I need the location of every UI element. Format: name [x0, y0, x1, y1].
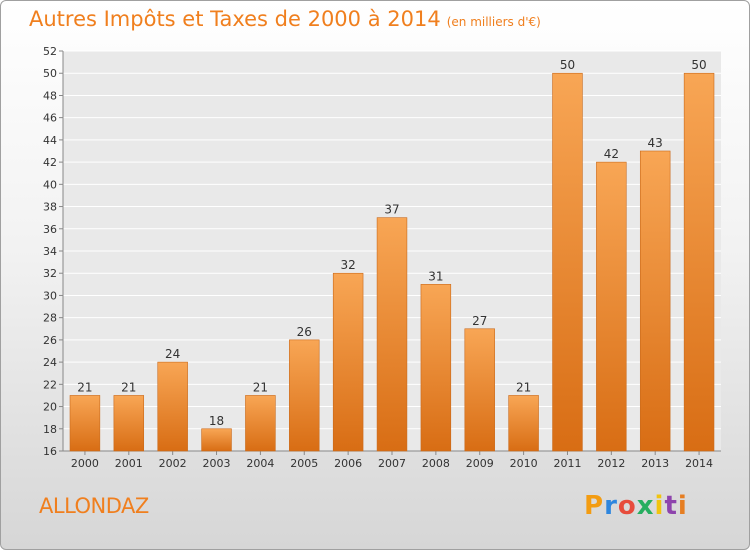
y-tick-label: 44 [43, 134, 57, 147]
x-tick-label-2005: 2005 [290, 457, 318, 470]
y-tick-label: 52 [43, 45, 57, 58]
value-label-2001: 21 [121, 380, 136, 394]
x-tick-label-2001: 2001 [115, 457, 143, 470]
y-tick-label: 42 [43, 156, 57, 169]
y-tick-label: 22 [43, 378, 57, 391]
value-label-2011: 50 [560, 58, 575, 72]
logo-letter: r [604, 491, 618, 521]
x-tick-label-2007: 2007 [378, 457, 406, 470]
logo-letter: t [664, 491, 678, 521]
y-tick-label: 16 [43, 445, 57, 458]
value-label-2008: 31 [428, 269, 443, 283]
y-tick-label: 18 [43, 423, 57, 436]
value-label-2010: 21 [516, 380, 531, 394]
x-tick-label-2011: 2011 [553, 457, 581, 470]
value-label-2004: 21 [253, 380, 268, 394]
x-tick-label-2010: 2010 [510, 457, 538, 470]
value-label-2007: 37 [384, 203, 399, 217]
logo-letter: i [654, 491, 665, 521]
y-tick-label: 34 [43, 245, 57, 258]
y-tick-label: 46 [43, 112, 57, 125]
bar-2001 [113, 395, 145, 452]
value-label-2013: 43 [648, 136, 663, 150]
logo-letter: x [636, 491, 655, 521]
bar-2000 [69, 395, 101, 452]
x-tick-label-2004: 2004 [246, 457, 274, 470]
chart-unit: (en milliers d'€) [446, 15, 541, 29]
y-tick-label: 40 [43, 178, 57, 191]
y-tick-label: 24 [43, 356, 57, 369]
x-tick-label-2013: 2013 [641, 457, 669, 470]
y-tick-label: 20 [43, 401, 57, 414]
bar-2002 [157, 361, 188, 452]
bar-2005 [289, 339, 320, 452]
bar-2012 [596, 161, 627, 452]
y-tick-label: 30 [43, 289, 57, 302]
value-label-2002: 24 [165, 347, 180, 361]
logo-letter: P [584, 491, 605, 521]
value-label-2009: 27 [472, 314, 487, 328]
x-tick-label-2002: 2002 [159, 457, 187, 470]
logo-letter: i [677, 491, 688, 521]
logo-letter: o [617, 491, 637, 521]
bar-2006 [332, 272, 364, 452]
value-label-2014: 50 [691, 58, 706, 72]
x-tick-label-2014: 2014 [685, 457, 713, 470]
value-label-2000: 21 [77, 380, 92, 394]
bar-2013 [639, 150, 671, 452]
chart-title-text: Autres Impôts et Taxes de 2000 à 2014 [29, 7, 441, 31]
bar-2008 [420, 284, 452, 452]
y-tick-label: 28 [43, 312, 57, 325]
y-tick-label: 36 [43, 223, 57, 236]
bar-2003 [201, 428, 232, 452]
x-tick-label-2003: 2003 [203, 457, 231, 470]
place-name: ALLONDAZ [39, 494, 149, 518]
x-tick-label-2000: 2000 [71, 457, 99, 470]
x-tick-label-2008: 2008 [422, 457, 450, 470]
bar-2010 [508, 395, 539, 452]
x-tick-label-2006: 2006 [334, 457, 362, 470]
chart-title: Autres Impôts et Taxes de 2000 à 2014 (en… [29, 7, 541, 31]
value-label-2012: 42 [604, 147, 619, 161]
value-label-2003: 18 [209, 414, 224, 428]
bar-2011 [552, 72, 583, 452]
bar-2007 [376, 217, 408, 452]
bar-2014 [683, 72, 715, 452]
x-tick-label-2012: 2012 [597, 457, 625, 470]
y-tick-label: 38 [43, 201, 57, 214]
x-tick-label-2009: 2009 [466, 457, 494, 470]
y-tick-label: 26 [43, 334, 57, 347]
proxiti-logo: Proxiti [584, 491, 688, 521]
y-tick-label: 32 [43, 267, 57, 280]
y-tick-label: 48 [43, 89, 57, 102]
value-label-2005: 26 [297, 325, 312, 339]
value-label-2006: 32 [340, 258, 355, 272]
bar-2004 [245, 395, 276, 452]
bar-2009 [464, 328, 495, 452]
y-tick-label: 50 [43, 67, 57, 80]
